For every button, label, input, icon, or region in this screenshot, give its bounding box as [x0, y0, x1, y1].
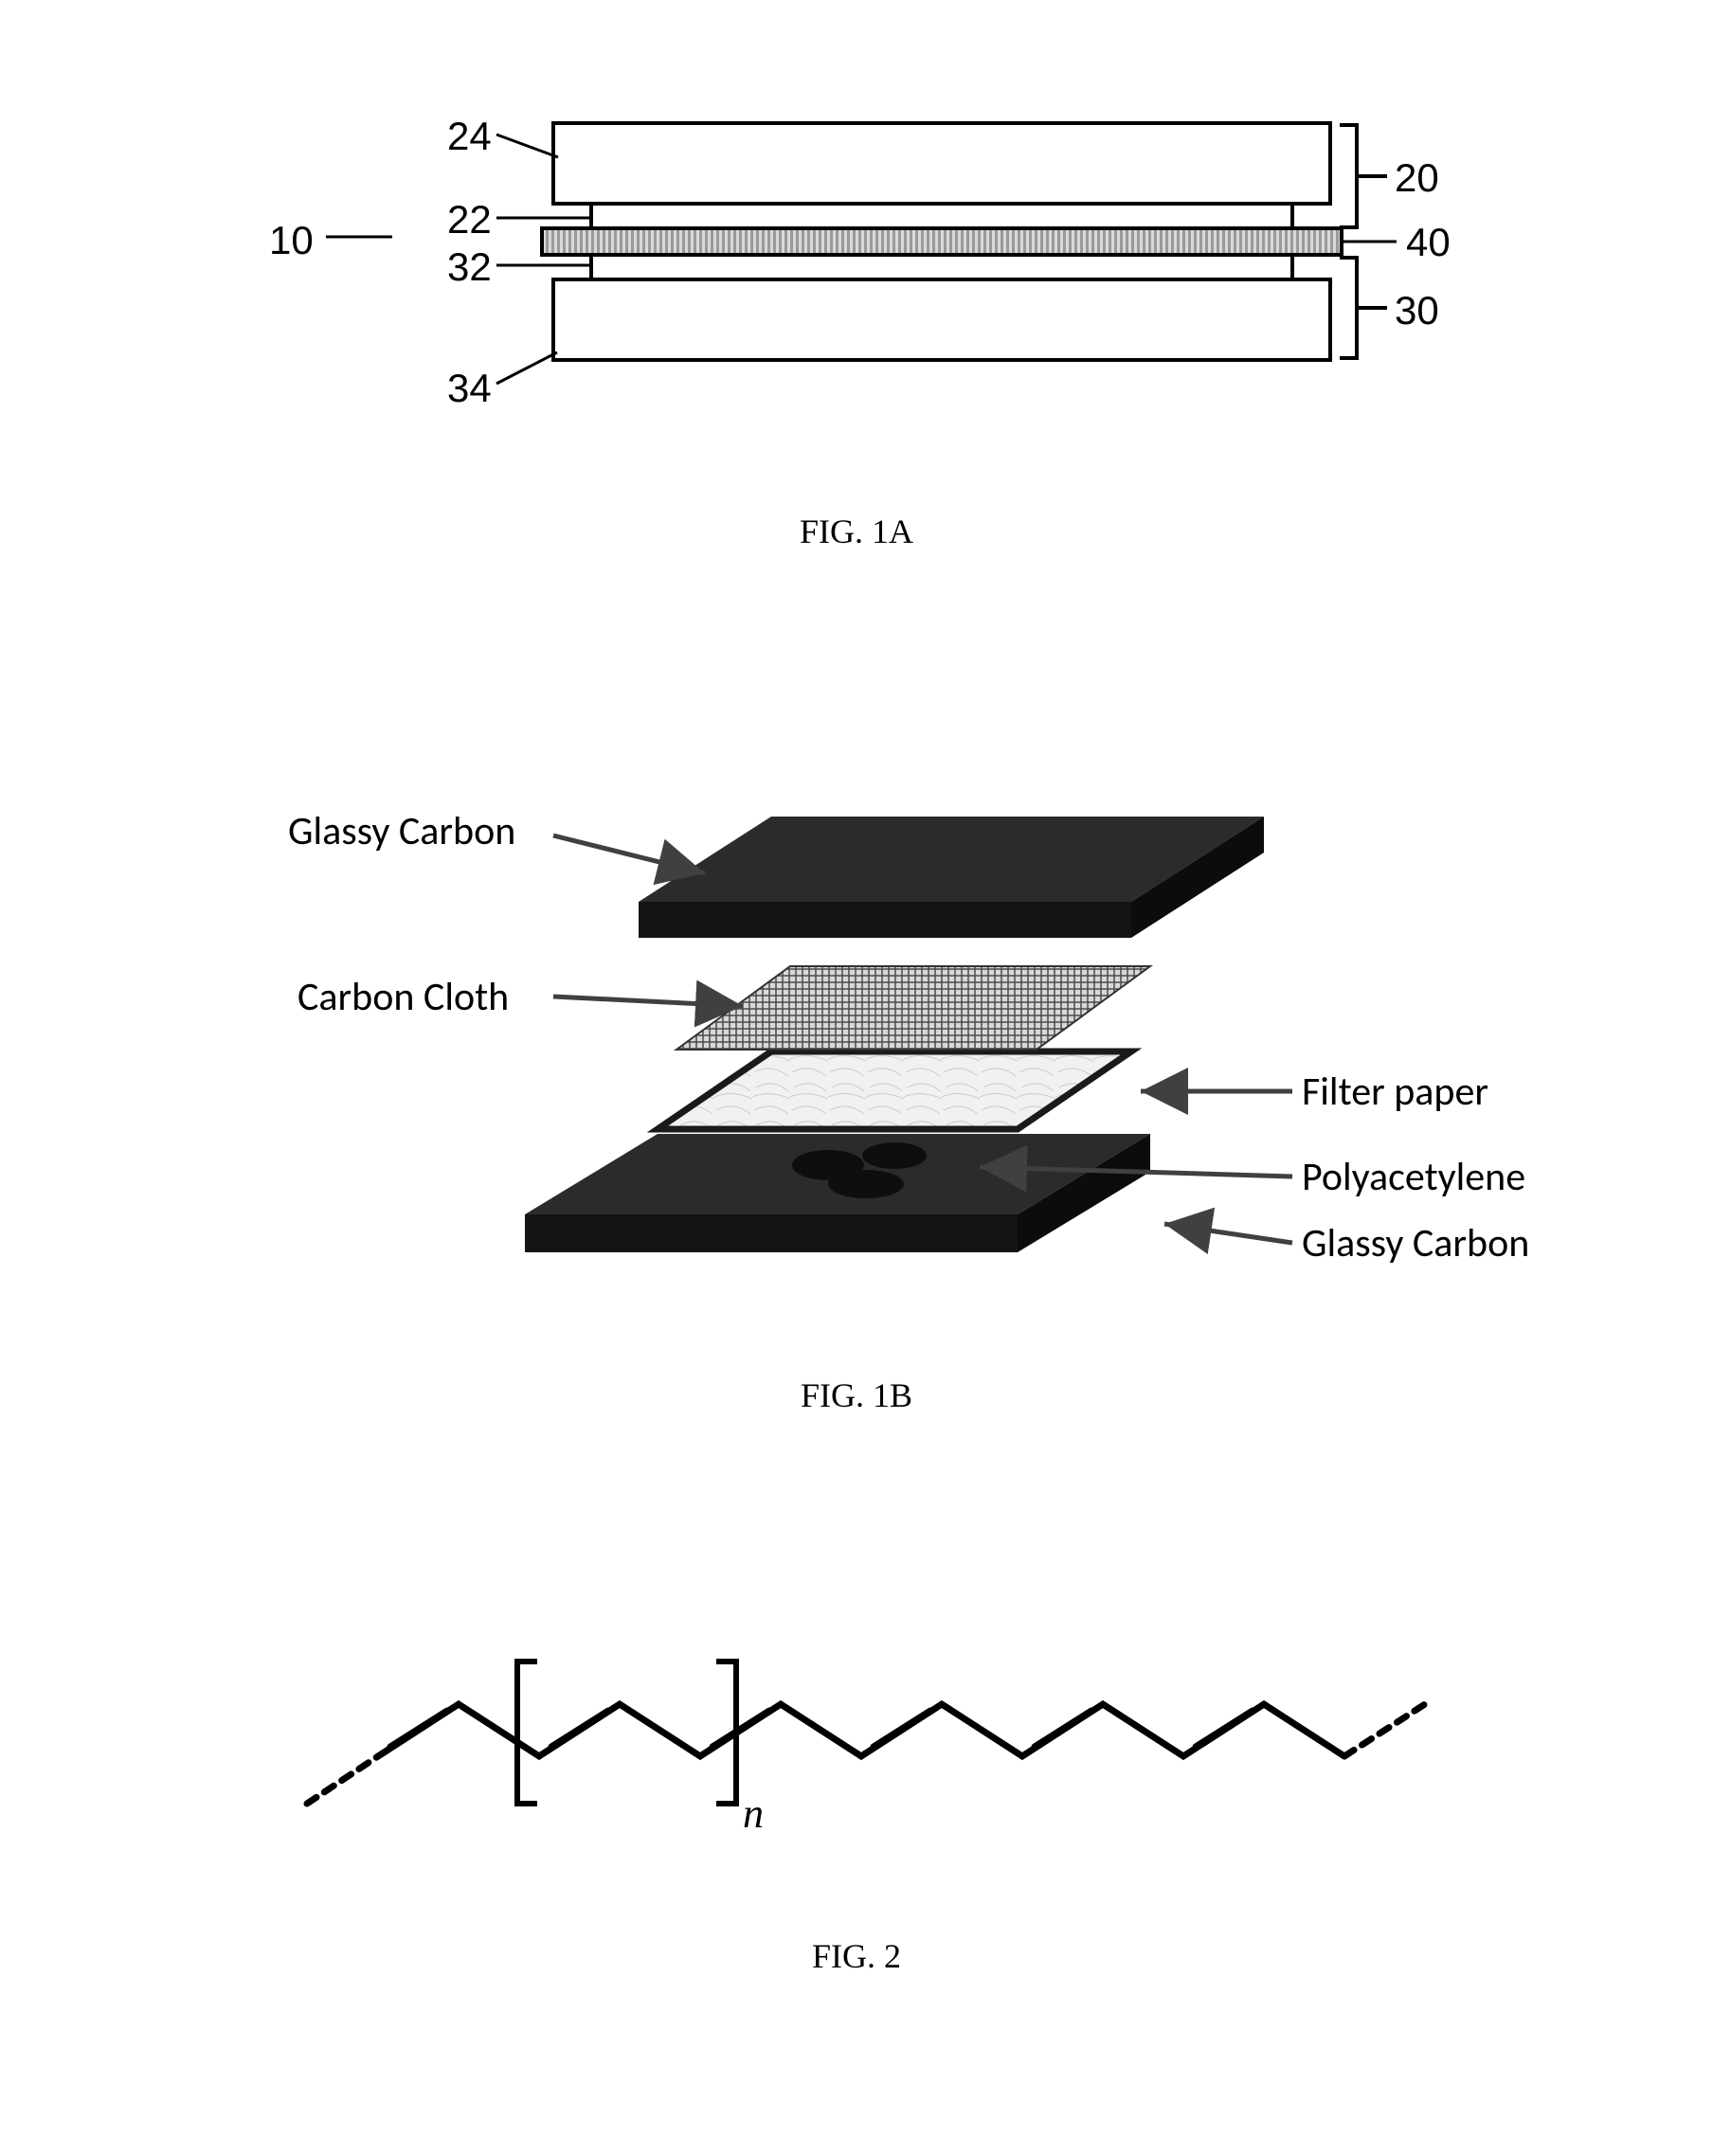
fig1b-caption: FIG. 1B: [801, 1375, 912, 1415]
label-10: 10: [269, 218, 314, 263]
fig2-caption: FIG. 2: [812, 1936, 901, 1976]
label-30: 30: [1395, 288, 1439, 333]
arrow-carbon-cloth: [553, 997, 743, 1006]
label-40: 40: [1406, 220, 1451, 265]
arrow-glassy-top: [553, 835, 705, 873]
layer-carbon-cloth: [676, 966, 1150, 1050]
layer-glassy-bottom: [525, 1134, 1150, 1252]
label-24: 24: [447, 114, 492, 159]
arrow-glassy-bottom: [1164, 1224, 1292, 1243]
label-polyacetylene: Polyacetylene: [1302, 1153, 1525, 1201]
fig-1b: Glassy Carbon Carbon Cloth Filter paper …: [146, 684, 1567, 1347]
fig2-subscript: n: [743, 1789, 764, 1838]
label-glassy-bottom: Glassy Carbon: [1302, 1219, 1529, 1267]
fig-2: n: [193, 1605, 1520, 1908]
fig1a-svg: [193, 76, 1520, 483]
label-32: 32: [447, 244, 492, 290]
label-filter-paper: Filter paper: [1302, 1068, 1488, 1116]
label-carbon-cloth: Carbon Cloth: [298, 973, 509, 1021]
fig2-svg: [193, 1605, 1520, 1851]
layer-glassy-top: [639, 817, 1264, 938]
label-22: 22: [447, 197, 492, 243]
layer-filter-paper: [658, 1051, 1131, 1129]
label-20: 20: [1395, 155, 1439, 201]
fig-1a: 10 24 22 32 34 20 40 30: [193, 76, 1520, 483]
fig1a-caption: FIG. 1A: [800, 512, 913, 551]
label-34: 34: [447, 366, 492, 411]
label-glassy-top: Glassy Carbon: [288, 807, 515, 855]
